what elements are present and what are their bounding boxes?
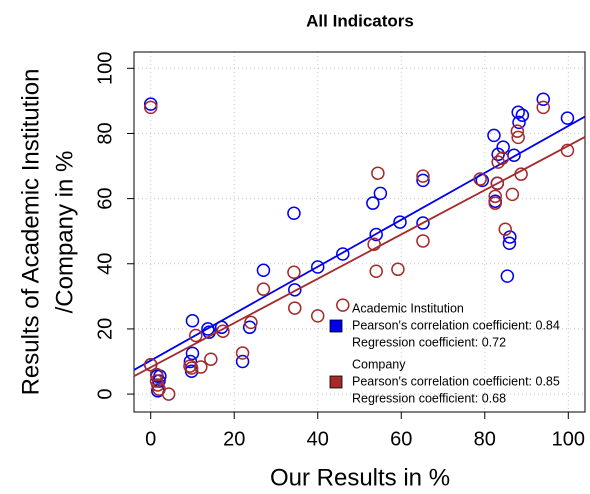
point [487, 128, 501, 143]
point [149, 367, 164, 382]
point [256, 282, 271, 296]
legend-swatch [329, 375, 343, 389]
y-tick-label: 0 [94, 389, 116, 400]
point [416, 173, 430, 188]
point [391, 262, 405, 277]
x-tick-label: 20 [223, 428, 245, 450]
plot-frame [133, 51, 586, 413]
point [498, 222, 512, 236]
point [184, 361, 199, 375]
point [373, 186, 388, 201]
regression-line [133, 136, 586, 378]
y-axis-label: Results of Academic Institution [17, 69, 44, 396]
point [369, 227, 383, 242]
point [536, 100, 550, 115]
x-tick-label: 80 [474, 428, 496, 450]
point [473, 172, 487, 186]
legend-swatch [329, 319, 343, 333]
point [510, 124, 525, 138]
point [194, 360, 208, 374]
legend-note: Pearson's correlation coefficient: 0.84 [352, 318, 560, 332]
x-tick-label: 100 [552, 428, 585, 450]
point [183, 354, 198, 369]
point [204, 352, 218, 366]
point [491, 155, 505, 169]
chart-title: All Indicators [306, 11, 414, 30]
point [185, 346, 200, 361]
point [515, 108, 530, 122]
point [310, 309, 325, 323]
y-tick-label: 40 [94, 253, 116, 275]
x-axis-label: Our Results in % [270, 464, 450, 491]
point [256, 263, 271, 278]
point [505, 187, 520, 202]
point [185, 314, 200, 328]
point [369, 264, 383, 279]
point [183, 359, 197, 373]
legend-label: Academic Institution [352, 301, 464, 315]
point [336, 247, 350, 261]
y-axis-label: /Company in % [51, 151, 78, 314]
point [496, 140, 510, 154]
point [511, 105, 525, 120]
point [511, 130, 525, 145]
point [560, 111, 575, 125]
x-tick-label: 40 [307, 428, 329, 450]
point [416, 216, 430, 230]
y-tick-label: 80 [94, 122, 116, 144]
legend-note: Regression coefficient: 0.72 [352, 335, 506, 349]
point [189, 328, 203, 343]
point [216, 324, 230, 338]
y-tick-label: 20 [94, 318, 116, 340]
point [242, 320, 257, 335]
point [235, 346, 250, 360]
legend-note: Regression coefficient: 0.68 [352, 391, 506, 405]
point [491, 147, 505, 162]
y-tick-label: 60 [94, 187, 116, 209]
legend-note: Pearson's correlation coefficient: 0.85 [352, 374, 560, 388]
point [416, 234, 430, 248]
point [488, 196, 502, 210]
point [536, 92, 550, 106]
x-tick-label: 60 [390, 428, 412, 450]
point [336, 298, 350, 312]
regression-line [133, 115, 586, 371]
legend-label: Company [352, 357, 406, 371]
y-tick-label: 100 [94, 52, 116, 85]
point [143, 100, 158, 115]
point [143, 97, 158, 111]
point [287, 206, 301, 221]
point [490, 176, 505, 191]
point [161, 387, 176, 401]
point [235, 354, 250, 369]
point [416, 169, 430, 183]
point [500, 269, 515, 283]
point [495, 151, 510, 165]
point [288, 301, 302, 315]
point [367, 237, 381, 251]
point [287, 265, 301, 279]
point [244, 315, 258, 330]
point [488, 189, 502, 204]
point [503, 230, 517, 244]
point [502, 236, 517, 250]
x-tick-label: 0 [145, 428, 156, 450]
point [288, 283, 302, 297]
point [393, 215, 407, 229]
point [366, 196, 380, 210]
point [371, 166, 385, 180]
point [310, 260, 325, 274]
point [512, 115, 526, 130]
